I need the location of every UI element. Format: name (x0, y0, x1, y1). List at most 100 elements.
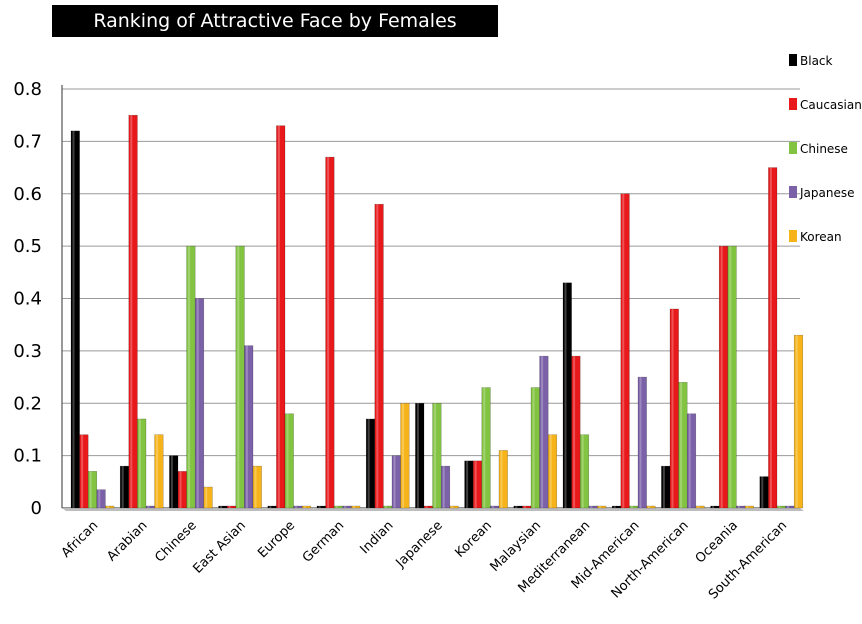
bar (776, 505, 786, 509)
bar (169, 455, 179, 509)
bar (267, 505, 277, 509)
y-tick-label: 0.1 (13, 446, 42, 467)
bar (481, 387, 491, 509)
legend: Black Caucasian Chinese Japanese Korean (789, 54, 862, 244)
bar (793, 334, 804, 509)
bar (759, 476, 769, 509)
bar (432, 403, 442, 509)
x-tick-label: Oceania (693, 518, 741, 566)
legend-item: Japanese (789, 186, 855, 200)
legend-item: Black (789, 54, 833, 68)
x-tick-label: Korean (452, 518, 494, 560)
y-tick-label: 0.4 (13, 289, 42, 310)
bar (661, 465, 671, 509)
bar (137, 418, 147, 509)
y-tick-label: 0.5 (13, 236, 42, 257)
bar (530, 387, 540, 509)
bar (522, 505, 532, 509)
bar (383, 505, 393, 509)
legend-label: Caucasian (800, 98, 862, 112)
bar (119, 465, 130, 509)
x-tick-label: Chinese (152, 518, 199, 565)
legend-label: Japanese (799, 186, 855, 200)
bar (440, 465, 451, 509)
bar (498, 450, 508, 509)
bar (637, 376, 647, 509)
x-tick-label: Europe (255, 518, 298, 561)
legend-item: Korean (789, 230, 842, 244)
x-tick-label: German (300, 518, 347, 565)
bar (79, 434, 89, 509)
x-tick-label: African (59, 518, 102, 561)
y-tick-labels: 0 0.1 0.2 0.3 0.4 0.5 0.6 0.7 0.8 (13, 79, 42, 519)
bars (70, 114, 804, 509)
bar (744, 505, 754, 509)
bar (128, 114, 138, 509)
bar (620, 193, 630, 509)
bar (562, 282, 572, 509)
legend-swatch (789, 98, 797, 110)
legend-label: Black (800, 54, 833, 68)
bar (768, 167, 778, 509)
bar (415, 403, 425, 509)
bar (177, 471, 187, 509)
legend-item: Chinese (789, 142, 848, 156)
bar (547, 434, 558, 509)
x-tick-label: East Asian (190, 518, 248, 576)
bar (218, 505, 228, 509)
bar (316, 505, 326, 509)
bar (611, 505, 622, 509)
y-tick-label: 0.6 (13, 184, 42, 205)
bar (293, 505, 303, 509)
bar (629, 505, 639, 509)
bar (579, 434, 590, 509)
y-tick-label: 0.2 (13, 393, 42, 414)
bar (710, 505, 720, 509)
y-tick-label: 0.3 (13, 341, 42, 362)
bar (194, 298, 205, 509)
bar (154, 434, 164, 509)
legend-swatch (789, 54, 797, 66)
bar (145, 505, 155, 509)
bar (785, 505, 795, 509)
bar (678, 382, 688, 509)
bar (718, 245, 729, 509)
y-tick-label: 0 (31, 498, 42, 519)
bar (325, 156, 335, 509)
bar (539, 355, 549, 509)
y-tick-label: 0.7 (13, 131, 42, 152)
bar (646, 505, 656, 509)
bar (186, 245, 196, 509)
legend-swatch (789, 230, 797, 242)
bar (464, 460, 474, 509)
bar (695, 505, 705, 509)
legend-item: Caucasian (789, 98, 862, 112)
bar (490, 505, 500, 509)
legend-label: Korean (800, 230, 842, 244)
bar (400, 403, 410, 509)
bar (284, 413, 294, 509)
bar (736, 505, 746, 509)
legend-label: Chinese (800, 142, 848, 156)
bar (301, 505, 312, 509)
bar (342, 505, 352, 509)
bar (686, 413, 697, 509)
bar (244, 345, 254, 509)
bar (391, 455, 401, 509)
bar (235, 245, 245, 509)
bar (70, 130, 80, 509)
bar (203, 486, 213, 509)
bar (276, 125, 286, 509)
bar (105, 505, 115, 509)
x-tick-label: Japanese (393, 518, 446, 571)
bar (727, 245, 737, 509)
x-tick-label: Arabian (104, 518, 150, 564)
bar (423, 505, 433, 509)
bar (252, 465, 262, 509)
bar (669, 308, 679, 509)
bar (597, 505, 607, 509)
bar (374, 203, 384, 509)
bar (351, 505, 361, 509)
